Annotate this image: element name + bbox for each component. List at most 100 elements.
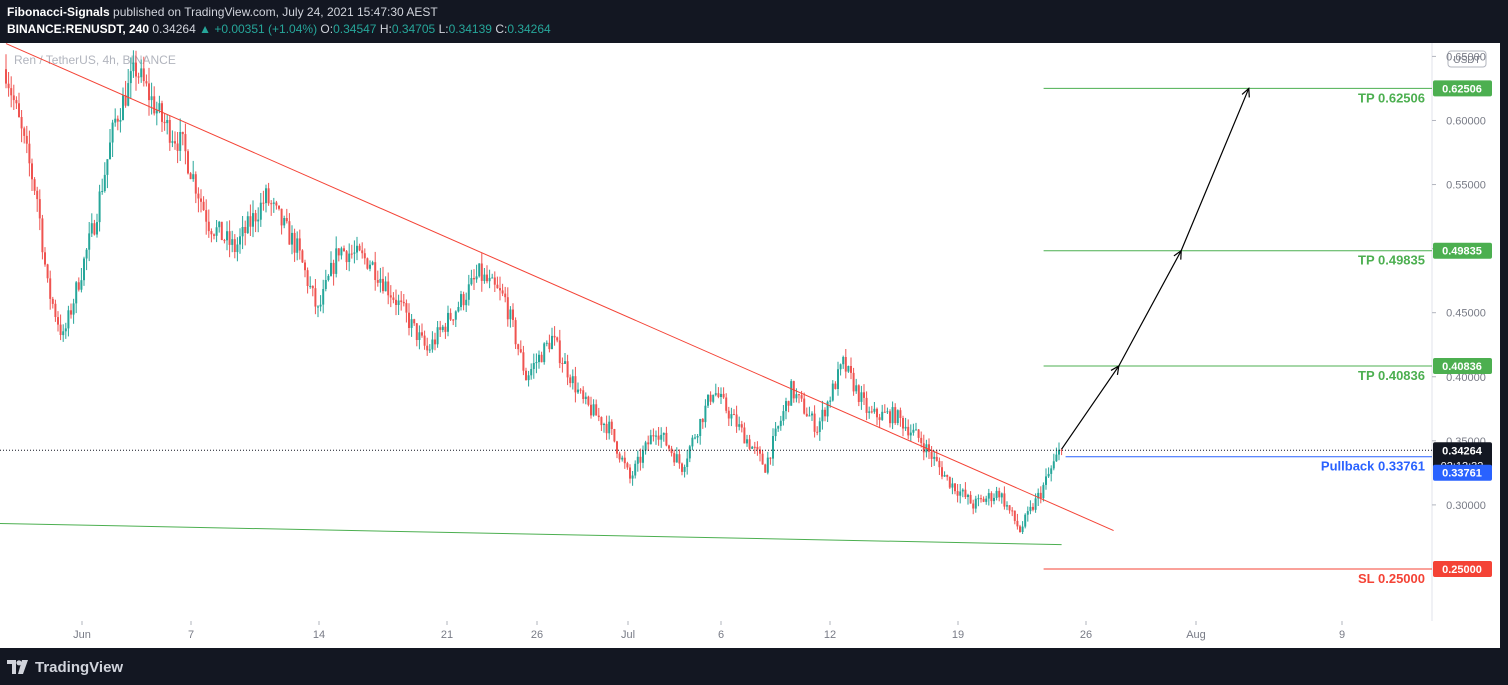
candle-body (1032, 506, 1034, 510)
axis-level-label-text: 0.49835 (1442, 246, 1482, 258)
high-label: H: (379, 22, 392, 36)
candle-body (431, 339, 434, 350)
axis-level-label-text: 0.25000 (1442, 564, 1482, 576)
candle-body (808, 415, 811, 417)
candle-body (998, 490, 1001, 498)
candle-body (694, 437, 696, 439)
candle-body (75, 282, 78, 304)
candle-body (1045, 476, 1047, 485)
candle-body (205, 210, 208, 222)
time-axis[interactable]: Jun 7 14 21 26 Jul 6 12 19 26 Aug 9 (73, 621, 1345, 641)
candle-body (743, 427, 746, 444)
candle-body (447, 312, 449, 332)
candle-body (891, 407, 894, 424)
currency-badge[interactable]: USDT (1447, 50, 1487, 68)
candle-body (218, 221, 221, 228)
candle-body (829, 400, 832, 402)
publisher-name[interactable]: Fibonacci-Signals (7, 5, 110, 19)
high-value: 0.34705 (391, 22, 436, 36)
time-tick-label: 12 (824, 629, 836, 641)
candle-body (148, 83, 150, 101)
candle-body (38, 199, 41, 219)
projection-arrow-line[interactable] (1180, 88, 1250, 251)
candle-body (839, 364, 842, 370)
currency-badge-text: USDT (1453, 55, 1480, 66)
candle-body (805, 413, 808, 417)
candle-body (746, 439, 748, 444)
candle-body (798, 394, 800, 396)
downtrend-line[interactable] (5, 43, 1114, 531)
candle-body (116, 118, 119, 122)
candle-body (683, 466, 686, 472)
candle-body (335, 248, 338, 274)
candle-body (187, 151, 189, 174)
candle-body (345, 251, 348, 263)
candle-body (665, 432, 668, 446)
candle-body (753, 446, 756, 448)
candle-body (1055, 454, 1058, 462)
candle-body (600, 417, 603, 426)
candle-body (428, 349, 431, 351)
candle-body (850, 366, 852, 373)
candle-body (389, 295, 392, 298)
candle-body (90, 223, 93, 234)
candle-body (639, 456, 642, 463)
candle-body (865, 397, 868, 413)
candle-body (306, 270, 309, 286)
candle-body (41, 218, 44, 253)
candle-body (179, 132, 182, 151)
candle-body (12, 95, 15, 101)
candle-body (595, 404, 598, 416)
candle-body (1052, 461, 1055, 469)
candle-body (990, 493, 993, 502)
candle-body (837, 369, 839, 389)
candle-body (922, 443, 925, 453)
candle-body (181, 132, 184, 135)
close-value: 0.34264 (507, 22, 551, 36)
brand-footer[interactable]: TradingView (7, 657, 123, 677)
publish-info: Fibonacci-Signals published on TradingVi… (7, 5, 438, 19)
support-line[interactable] (0, 522, 1062, 546)
price-change: ▲ +0.00351 (+1.04%) (199, 22, 318, 36)
candle-body (740, 424, 743, 428)
candle-body (972, 503, 975, 509)
candle-body (842, 357, 845, 365)
candle-body (330, 262, 332, 276)
candle-body (868, 411, 871, 413)
candle-body (166, 120, 169, 124)
candle-body (655, 435, 657, 437)
candle-body (530, 369, 533, 376)
projection-arrow-line[interactable] (1061, 365, 1120, 450)
candle-body (475, 276, 478, 280)
candle-body (816, 431, 819, 433)
candle-body (496, 284, 499, 289)
price-tick-label: 0.60000 (1446, 115, 1486, 127)
candle-body (597, 415, 600, 418)
chart-area[interactable]: Ren / TetherUS, 4h, BINANCE USDT 0.65000… (0, 43, 1508, 648)
candle-body (678, 454, 681, 464)
time-tick-label: 6 (718, 629, 724, 641)
candle-body (574, 376, 577, 393)
candle-body (818, 421, 821, 432)
candle-body (140, 68, 143, 78)
candle-body (478, 263, 481, 277)
candle-body (366, 258, 369, 269)
price-tick-label: 0.65000 (1446, 51, 1486, 63)
price-chart[interactable]: Ren / TetherUS, 4h, BINANCE USDT 0.65000… (0, 43, 1508, 648)
candle-body (122, 95, 124, 120)
candle-body (686, 458, 689, 467)
candle-body (454, 311, 457, 320)
candle-body (1019, 526, 1021, 532)
candle-body (644, 442, 647, 451)
candle-body (509, 309, 512, 320)
candle-body (1047, 473, 1050, 477)
candle-body (748, 439, 751, 449)
ohlc-legend: BINANCE:RENUSDT, 240 0.34264 ▲ +0.00351 … (7, 22, 551, 36)
candle-body (62, 331, 65, 336)
candle-body (571, 376, 574, 384)
candle-body (220, 221, 223, 240)
candle-body (387, 281, 390, 296)
candle-body (262, 202, 265, 204)
candle-body (239, 236, 241, 245)
projection-arrow-line[interactable] (1118, 250, 1182, 367)
